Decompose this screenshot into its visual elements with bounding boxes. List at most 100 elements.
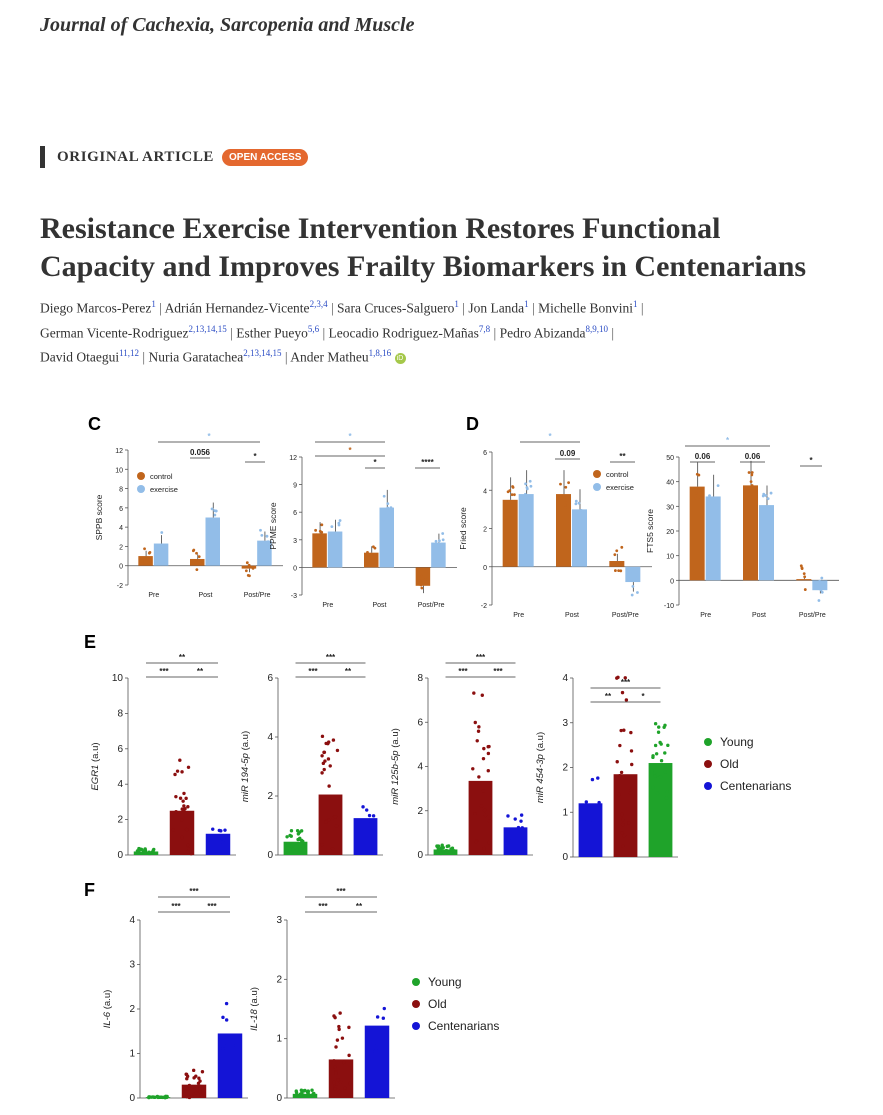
author-name[interactable]: Adrián Hernandez-Vicente: [164, 300, 310, 316]
data-point: [767, 513, 771, 517]
open-access-badge[interactable]: OPEN ACCESS: [222, 148, 309, 166]
data-point: [707, 502, 711, 506]
data-point: [175, 769, 180, 773]
data-point: [303, 1088, 307, 1093]
bar-exercise: [327, 531, 343, 568]
data-point: [370, 1049, 374, 1054]
data-point: [819, 588, 823, 592]
sig-fts5-1: *: [726, 436, 730, 445]
data-point: [186, 847, 191, 851]
bar-control: [312, 533, 327, 568]
data-point: [424, 581, 428, 585]
data-point: [335, 748, 340, 753]
data-point: [584, 800, 589, 804]
data-point: [627, 577, 631, 581]
data-point: [665, 790, 669, 794]
sig-sppb-2: 0.056: [190, 448, 211, 457]
data-point: [147, 561, 150, 565]
data-point: [473, 720, 477, 725]
data-point: [199, 1093, 203, 1097]
legend-label-old: Old: [720, 757, 739, 771]
author-affiliation[interactable]: 11,12: [119, 348, 140, 358]
y-tick-label: 10: [112, 673, 124, 684]
data-point: [196, 559, 200, 562]
data-point: [322, 541, 326, 544]
author-list: Diego Marcos-Perez1 | Adrián Hernandez-V…: [40, 294, 870, 368]
data-point: [244, 569, 248, 573]
author-affiliation[interactable]: 2,13,14,15: [188, 323, 227, 334]
data-point: [803, 588, 807, 591]
author-separator: |: [528, 300, 539, 316]
bar-centenarians: [503, 827, 528, 855]
bar-exercise: [759, 505, 774, 581]
legend-label-control: control: [150, 472, 173, 481]
data-point: [194, 1091, 198, 1095]
data-point: [215, 520, 219, 524]
data-point: [286, 843, 290, 847]
data-point: [260, 533, 264, 537]
bar-exercise: [572, 509, 587, 567]
sig-sppb-1: *: [207, 432, 211, 441]
data-point: [664, 796, 669, 800]
data-point: [615, 549, 619, 553]
author-affiliation[interactable]: 1: [524, 299, 529, 309]
author-name[interactable]: Ander Matheu: [290, 349, 369, 365]
author-name[interactable]: Nuria Garatachea: [148, 349, 244, 365]
y-tick-label: 8: [119, 487, 123, 494]
orcid-icon[interactable]: iD: [394, 352, 406, 364]
author-name[interactable]: Pedro Abizanda: [499, 325, 586, 340]
data-point: [597, 800, 601, 805]
data-point: [182, 791, 186, 796]
data-point: [198, 1079, 202, 1083]
author-affiliation[interactable]: 2,3,4: [309, 299, 328, 309]
bar-exercise: [431, 542, 446, 568]
data-point: [513, 817, 517, 821]
data-point: [520, 826, 524, 830]
y-tick-label: 0: [483, 565, 487, 572]
y-axis-label: miR 194-5p (a.u): [240, 731, 251, 802]
data-point: [183, 806, 187, 811]
bar-young: [648, 763, 673, 857]
data-point: [708, 494, 711, 498]
author-affiliation[interactable]: 1: [633, 299, 638, 309]
data-point: [265, 534, 269, 538]
data-point: [348, 1081, 352, 1086]
y-axis-label-unit: (a.u): [390, 728, 401, 748]
data-point: [215, 834, 219, 839]
y-tick-label: 0: [417, 850, 423, 861]
data-point: [818, 579, 821, 583]
sig-mir454-3: *: [641, 692, 645, 701]
y-tick-label: 2: [562, 763, 568, 774]
data-point: [259, 528, 262, 532]
y-tick-label: 1: [129, 1049, 135, 1060]
author-name[interactable]: Esther Pueyo: [236, 325, 308, 340]
data-point: [423, 578, 427, 582]
author-affiliation[interactable]: 1,8,16: [368, 348, 392, 358]
data-point: [375, 1015, 380, 1019]
author-affiliation[interactable]: 1: [454, 299, 459, 309]
x-tick-label: Pre: [322, 602, 333, 609]
author-name[interactable]: Jon Landa: [468, 300, 525, 316]
author-name[interactable]: Sara Cruces-Salguero: [337, 300, 455, 316]
author-name[interactable]: Michelle Bonvini: [538, 300, 633, 316]
data-point: [477, 725, 481, 729]
data-point: [481, 756, 486, 761]
author-name[interactable]: Leocadio Rodriguez-Mañas: [328, 325, 479, 340]
data-point: [210, 507, 214, 511]
author-affiliation[interactable]: 7,8: [478, 323, 491, 334]
data-point: [596, 776, 600, 780]
sig-mir194-2: ***: [308, 667, 318, 676]
author-affiliation[interactable]: 2,13,14,15: [243, 348, 282, 358]
author-name[interactable]: Diego Marcos-Perez: [40, 300, 152, 316]
data-point: [368, 819, 373, 823]
article-type-row: ORIGINAL ARTICLE OPEN ACCESS: [40, 146, 309, 168]
data-point: [563, 503, 567, 507]
data-point: [180, 807, 184, 811]
author-affiliation[interactable]: 1: [151, 299, 156, 309]
author-name[interactable]: German Vicente-Rodriguez: [40, 325, 189, 340]
author-affiliation[interactable]: 8,9,10: [585, 323, 608, 334]
author-name[interactable]: David Otaegui: [40, 349, 120, 365]
bar-control: [415, 567, 431, 586]
author-affiliation[interactable]: 5,6: [307, 323, 320, 334]
data-point: [528, 479, 532, 483]
